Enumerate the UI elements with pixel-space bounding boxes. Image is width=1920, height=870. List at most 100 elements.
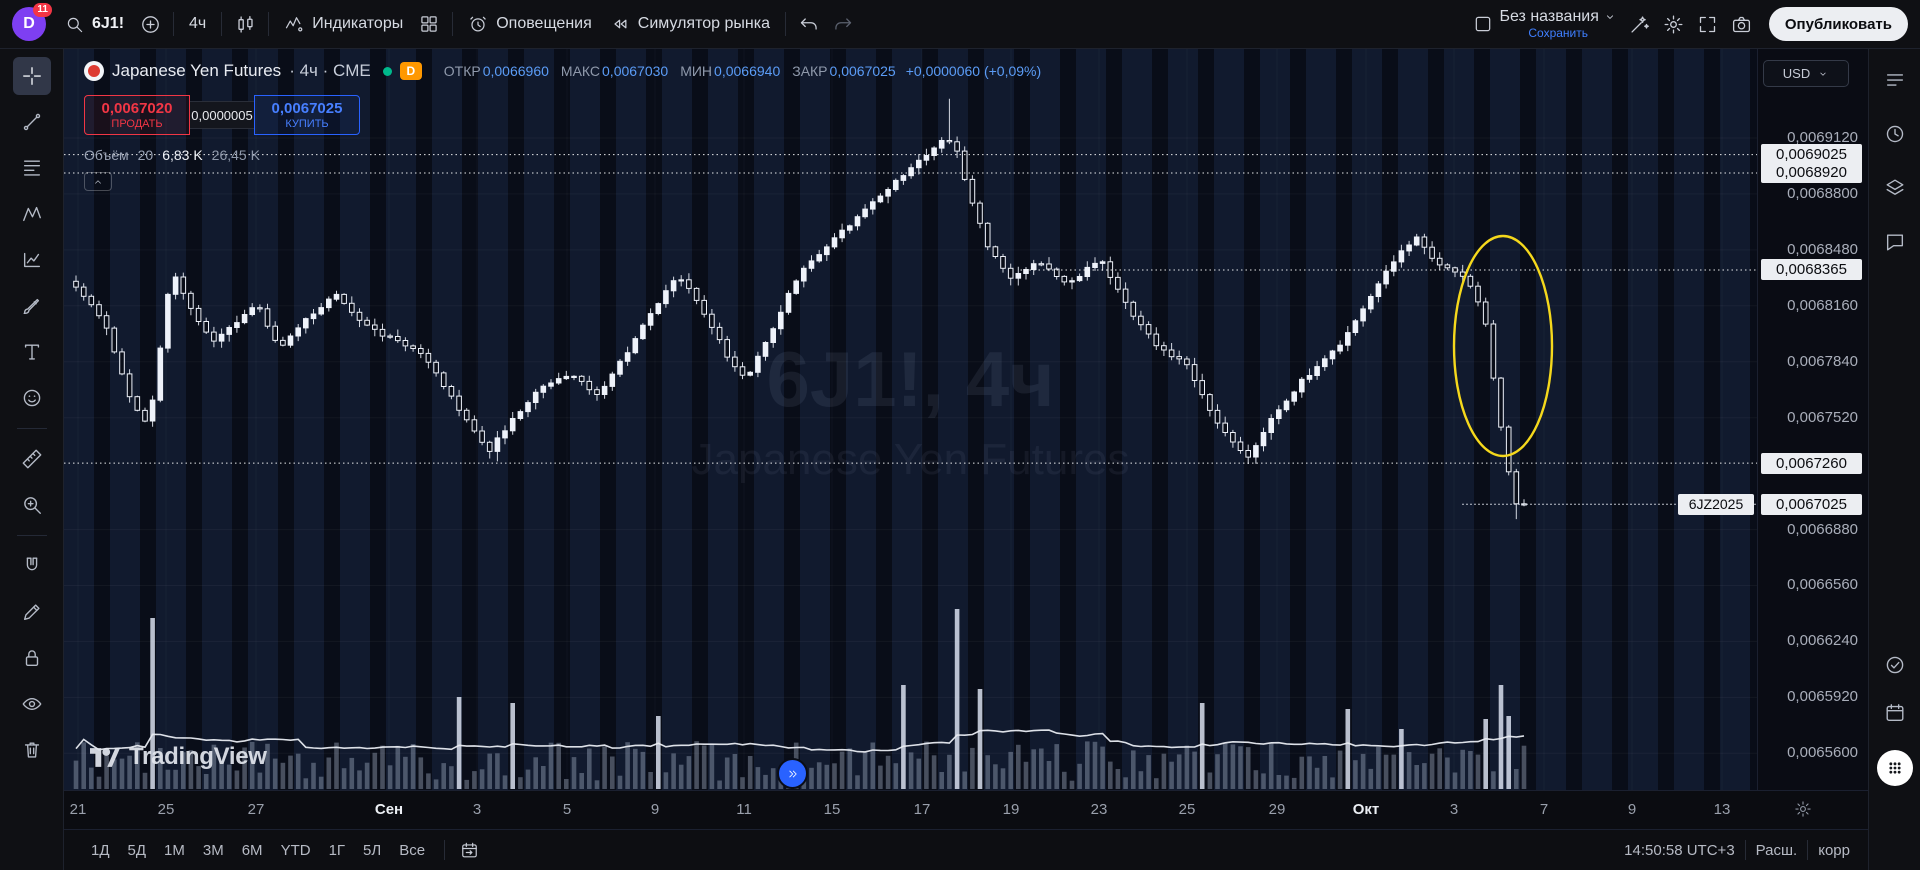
time-axis[interactable]: 21 25 27 Сен 3 5 9 11 15 17 19 23 25 29 Окт 3 7 9 13	[64, 790, 1868, 829]
pattern-tool[interactable]	[13, 195, 51, 233]
save-link[interactable]: Сохранить	[1528, 26, 1588, 40]
range-button-5л[interactable]: 5Л	[363, 841, 382, 859]
clock[interactable]: 14:50:58 UTC+3	[1624, 841, 1735, 859]
price-scale[interactable]: USD 0,0069120 0,0068800 0,0068480 0,0068160…	[1757, 49, 1868, 790]
replay-position-button[interactable]	[777, 758, 808, 789]
magnet-tool[interactable]	[13, 547, 51, 585]
alerts-button[interactable]: Оповещения	[459, 7, 601, 41]
time-label: 3	[1449, 801, 1459, 818]
draw-tool[interactable]	[13, 593, 51, 631]
range-button-6м[interactable]: 6М	[241, 841, 263, 859]
time-label: 25	[1178, 801, 1196, 818]
emoji-tool[interactable]	[13, 379, 51, 417]
apps-button[interactable]	[1876, 750, 1913, 786]
candlestick-chart[interactable]	[64, 49, 1757, 790]
volume-ma-value: 26,45 K	[211, 147, 260, 163]
volume-legend: Объём 20 6,83 K 26,45 K	[84, 147, 1041, 163]
indicators-button[interactable]: Индикаторы	[275, 7, 412, 41]
publish-button[interactable]: Опубликовать	[1768, 7, 1908, 41]
range-button-1г[interactable]: 1Г	[328, 841, 346, 859]
watchlist-button[interactable]	[1884, 69, 1906, 91]
hide-tool[interactable]	[13, 685, 51, 723]
chevron-down-icon	[1603, 10, 1617, 24]
close-label: ЗАКР	[792, 63, 828, 79]
trend-line-tool[interactable]	[13, 103, 51, 141]
chart-type-button[interactable]	[228, 7, 262, 41]
annotation-ellipse[interactable]	[1452, 234, 1554, 458]
symbol-title[interactable]: Japanese Yen Futures	[112, 61, 282, 80]
range-button-ytd[interactable]: YTD	[280, 841, 311, 859]
camera-snapshot-button[interactable]	[1725, 7, 1759, 41]
range-button-3м[interactable]: 3М	[202, 841, 224, 859]
layout-grid-button[interactable]	[412, 7, 446, 41]
range-button-все[interactable]: Все	[399, 841, 426, 859]
chat-button[interactable]	[1884, 231, 1906, 253]
price-level-label: 0,0068365	[1761, 259, 1862, 281]
range-button-1д[interactable]: 1Д	[91, 841, 110, 859]
currency-dropdown[interactable]: USD	[1763, 60, 1849, 87]
measure-tool[interactable]	[13, 440, 51, 478]
layout-name-menu[interactable]: Без названия Сохранить	[1500, 8, 1617, 40]
change-value: +0,0000060 (+0,09%)	[905, 63, 1042, 79]
symbol-search[interactable]: 6J1!	[56, 7, 133, 41]
chevron-down-icon	[1817, 68, 1829, 80]
time-label: Сен	[374, 801, 404, 818]
adjust-toggle[interactable]: корр	[1818, 841, 1850, 859]
chevron-up-icon	[92, 176, 104, 188]
toolbar-divider	[444, 840, 446, 860]
text-tool[interactable]	[13, 333, 51, 371]
layout-button[interactable]	[1466, 7, 1500, 41]
price-level-label: 0,0068920	[1761, 162, 1862, 184]
trade-widget: 0,0067020 ПРОДАТЬ 0,0000005 0,0067025 КУ…	[84, 95, 1041, 135]
undo-button[interactable]	[792, 7, 826, 41]
go-to-date-button[interactable]	[455, 836, 483, 864]
time-axis-settings-button[interactable]	[1794, 800, 1812, 818]
quick-actions-button[interactable]	[1623, 7, 1657, 41]
right-sidebar-bottom	[1876, 654, 1913, 786]
range-button-5д[interactable]: 5Д	[127, 841, 147, 859]
spread-value: 0,0000005	[190, 101, 254, 129]
tradingview-logo-text: TradingView	[129, 743, 267, 770]
buy-button[interactable]: 0,0067025 КУПИТЬ	[254, 95, 360, 135]
avatar[interactable]: D 11	[12, 3, 52, 41]
japan-flag-icon	[84, 61, 104, 81]
projection-tool[interactable]	[13, 241, 51, 279]
calendar-button[interactable]	[1884, 702, 1906, 724]
range-button-1м[interactable]: 1М	[164, 841, 185, 859]
top-toolbar: D 11 6J1! 4ч Индикаторы Оповещения Симул…	[0, 0, 1920, 49]
contract-label: 6JZ2025	[1678, 493, 1754, 515]
extended-hours-toggle[interactable]: Расш.	[1755, 841, 1798, 859]
symbol-search-text: 6J1!	[92, 15, 125, 32]
trash-tool[interactable]	[13, 731, 51, 769]
fib-retracement-tool[interactable]	[13, 149, 51, 187]
tradingview-logo[interactable]: TradingView	[90, 743, 267, 771]
alarm-icon	[468, 14, 488, 34]
alerts-panel-button[interactable]	[1884, 123, 1906, 145]
price-level-label: 0,0067260	[1761, 452, 1862, 474]
toolbar-divider	[268, 12, 270, 36]
chart-pane[interactable]: 6J1!, 4ч Japanese Yen Futures Japanese Y…	[64, 49, 1757, 790]
zoom-tool[interactable]	[13, 486, 51, 524]
price-label: 0,0067520	[1787, 408, 1858, 426]
replay-button[interactable]: Симулятор рынка	[601, 7, 779, 41]
tool-divider	[16, 535, 47, 536]
time-label: 9	[650, 801, 660, 818]
market-status-icon	[382, 66, 392, 76]
add-symbol-button[interactable]	[133, 7, 167, 41]
fullscreen-button[interactable]	[1691, 7, 1725, 41]
brush-tool[interactable]	[13, 287, 51, 325]
redo-button[interactable]	[826, 7, 860, 41]
ideas-button[interactable]	[1884, 654, 1906, 676]
time-label: 11	[736, 801, 752, 818]
notification-badge: 11	[33, 3, 52, 17]
lock-tool[interactable]	[13, 639, 51, 677]
crosshair-tool[interactable]	[12, 57, 51, 95]
data-window-button[interactable]	[1884, 177, 1906, 199]
settings-gear-button[interactable]	[1657, 7, 1691, 41]
sell-button[interactable]: 0,0067020 ПРОДАТЬ	[84, 95, 190, 135]
interval-button[interactable]: 4ч	[180, 7, 215, 41]
bottom-toolbar: 1Д 5Д 1М 3М 6М YTD 1Г 5Л Все 14:50:58 UTC+3 Расш…	[64, 829, 1868, 870]
price-label: 0,0069120	[1787, 129, 1858, 146]
legend-collapse-button[interactable]	[84, 172, 112, 191]
